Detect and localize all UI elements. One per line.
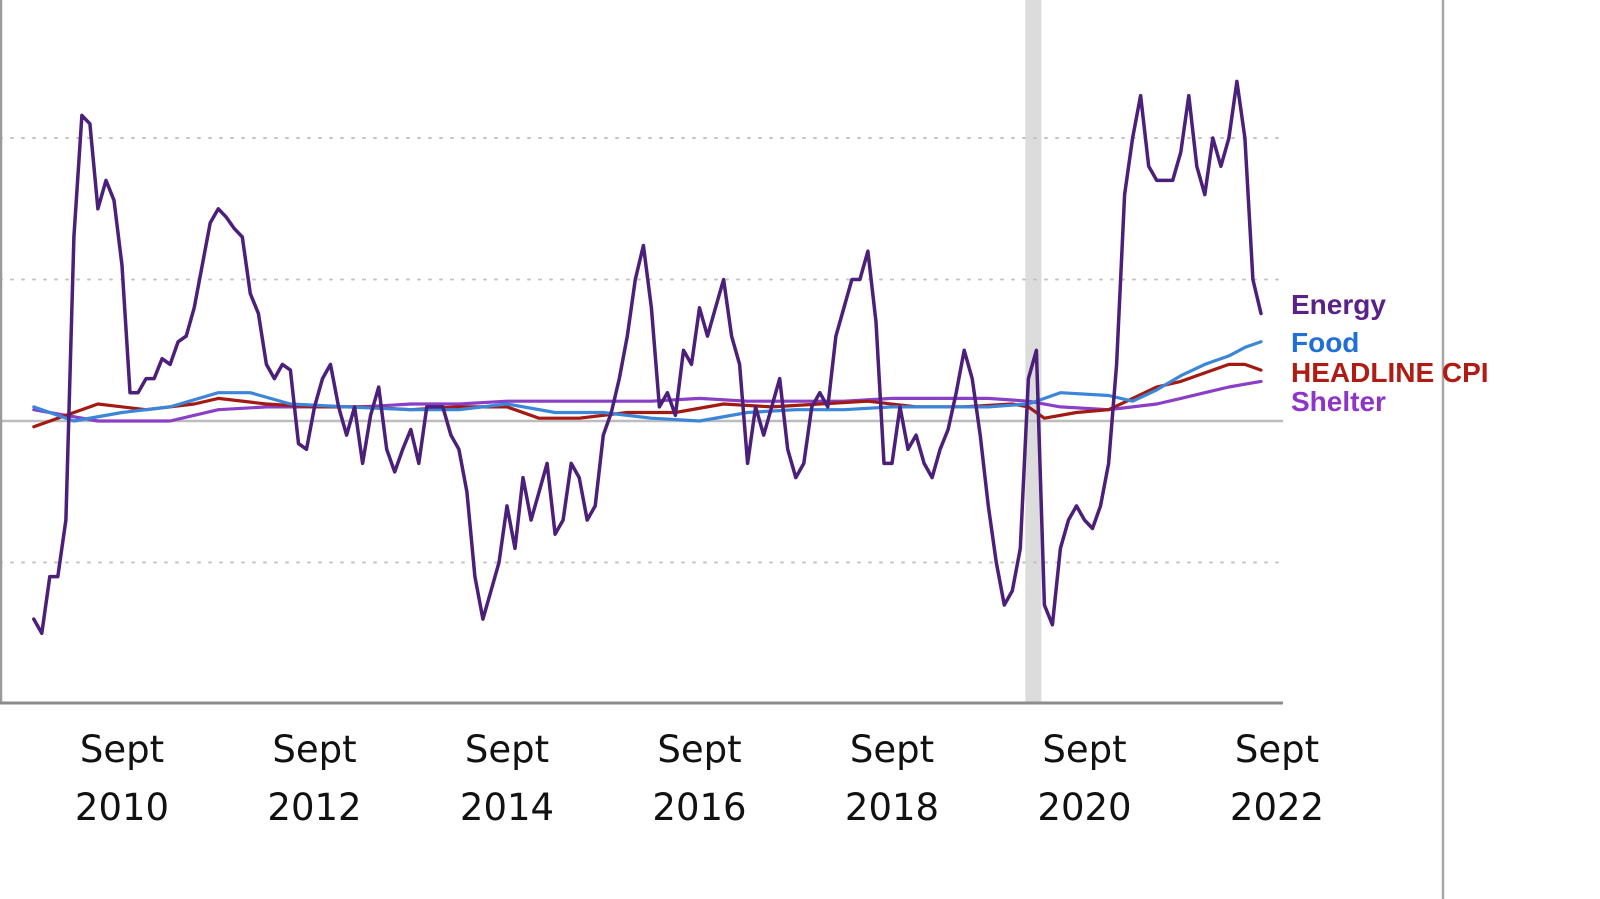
series-line-headline-cpi: [32, 362, 1263, 429]
series-lines-layer: [32, 79, 1263, 636]
axes-layer: [0, 0, 1445, 899]
x-tick-label-month: Sept: [850, 728, 934, 771]
x-tick-label-month: Sept: [657, 728, 741, 771]
recession-shading-layer: [1025, 0, 1042, 703]
series-label-shelter: Shelter: [1291, 386, 1386, 417]
series-line-shelter: [32, 379, 1263, 423]
x-tick-label-month: Sept: [80, 728, 164, 771]
x-tick-label-month: Sept: [272, 728, 356, 771]
series-line-energy: [32, 79, 1263, 636]
series-label-headline-cpi: HEADLINE CPI: [1291, 357, 1489, 388]
x-tick-label-year: 2014: [460, 786, 554, 829]
x-tick-labels-layer: Sept 2010 Sept 2012 Sept 2014 Sept 2016 Sept 2018…: [75, 728, 1324, 829]
gridlines-layer: [0, 137, 1284, 564]
x-tick-label-year: 2016: [652, 786, 746, 829]
x-tick-label-year: 2018: [845, 786, 939, 829]
series-label-food: Food: [1291, 327, 1359, 358]
x-tick-label-year: 2010: [75, 786, 169, 829]
x-tick-label-year: 2022: [1230, 786, 1324, 829]
x-tick-label-month: Sept: [465, 728, 549, 771]
x-tick-label-month: Sept: [1235, 728, 1319, 771]
x-tick-label-year: 2012: [267, 786, 361, 829]
shaded-period-0: [1025, 0, 1042, 703]
x-tick-label-month: Sept: [1042, 728, 1126, 771]
series-line-food: [32, 340, 1263, 423]
series-label-energy: Energy: [1291, 289, 1386, 320]
x-tick-label-year: 2020: [1037, 786, 1131, 829]
